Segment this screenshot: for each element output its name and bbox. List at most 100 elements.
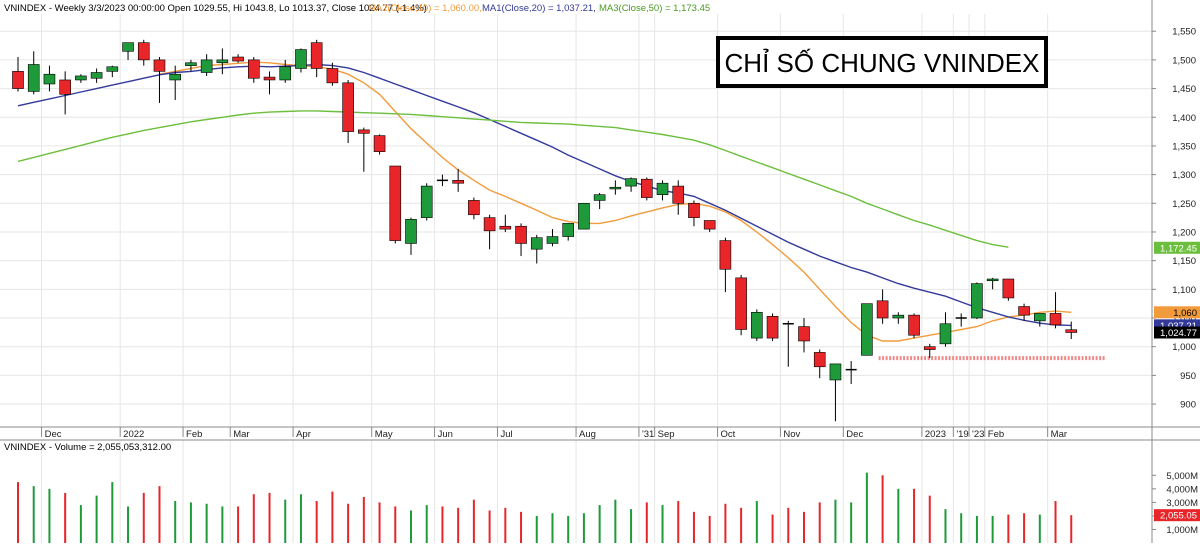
volume-tick-label: 4,000M: [1166, 484, 1198, 495]
time-tick-label: 2023: [925, 429, 946, 440]
candle-up: [185, 62, 197, 66]
candle-up: [829, 363, 842, 381]
candle-down: [703, 220, 716, 230]
candle-down: [12, 71, 24, 89]
candle-down: [1018, 306, 1030, 316]
time-tick-label: 2022: [123, 429, 144, 440]
candle-up: [216, 59, 229, 64]
price-tick-label: 1,300: [1172, 170, 1196, 181]
candle-up: [90, 72, 103, 79]
last-value-label-text: 1,172.45: [1160, 243, 1197, 254]
candle-up: [1034, 313, 1046, 322]
last-value-label-bg: [1154, 306, 1200, 319]
candle-down: [59, 79, 71, 95]
chart-header: VNINDEX - Weekly 3/3/2023 00:00:00 Open …: [4, 3, 710, 453]
candle-up: [200, 59, 213, 73]
time-tick-label: Feb: [186, 429, 202, 440]
price-tick-label: 1,350: [1172, 141, 1196, 152]
volume-last-value-label: 2,055.05: [1154, 509, 1200, 522]
candle-up: [986, 278, 999, 282]
time-tick-label: Oct: [721, 429, 736, 440]
price-tick-label: 1,050: [1172, 314, 1196, 325]
candle-down: [153, 59, 166, 72]
time-tick-label: Nov: [783, 429, 800, 440]
time-tick-label: Sep: [658, 429, 675, 440]
candle-up: [546, 236, 559, 244]
price-tick-label: 1,150: [1172, 256, 1196, 267]
price-tick-label: 1,500: [1172, 55, 1196, 66]
candle-up: [593, 194, 606, 201]
ma50-line: [17, 110, 1009, 248]
candle-up: [562, 223, 575, 237]
candle-down: [1065, 329, 1078, 333]
candle-down: [137, 42, 150, 61]
candles-layer: [12, 39, 1078, 422]
candle-down: [640, 178, 653, 198]
candle-up: [939, 323, 952, 345]
last-value-label-bg: [1154, 241, 1200, 254]
candle-down: [672, 185, 685, 204]
last-value-label-text: 1,060: [1173, 308, 1197, 319]
candle-up: [295, 49, 307, 69]
last-value-label: 1,024.77: [1154, 326, 1200, 339]
candle-down: [263, 76, 276, 81]
time-tick-label: Jul: [500, 429, 512, 440]
candle-down: [499, 225, 512, 230]
candle-up: [405, 219, 417, 244]
price-tick-label: 950: [1180, 371, 1196, 382]
time-tick-label: Dec: [846, 429, 863, 440]
candle-down: [389, 165, 402, 241]
title-box: CHỈ SỐ CHUNG VNINDEX: [716, 36, 1048, 88]
time-tick-label: Dec: [45, 429, 62, 440]
candle-up: [27, 64, 40, 92]
time-tick-label: Apr: [296, 429, 311, 440]
candle-up: [609, 186, 622, 190]
time-tick-label: May: [375, 429, 393, 440]
ma2-legend: MA2(Close,10) = 1,060.00,: [368, 3, 482, 14]
time-tick-label: Mar: [233, 429, 249, 440]
volume-info-text: VNINDEX - Volume = 2,055,053,312.00: [4, 442, 171, 453]
candle-up: [861, 303, 873, 356]
time-tick-label: '31: [642, 429, 654, 440]
candle-up: [122, 42, 134, 52]
candle-up: [625, 178, 637, 187]
candle-up: [656, 182, 669, 195]
candle-down: [358, 129, 370, 134]
candle-up: [75, 75, 87, 81]
ma1-legend: MA1(Close,20) = 1,037.21,: [482, 3, 596, 14]
last-value-label-bg: [1154, 326, 1200, 339]
price-info-text: VNINDEX - Weekly 3/3/2023 00:00:00 Open …: [4, 3, 427, 14]
candle-up: [530, 237, 543, 250]
volume-tick-label: 1,000M: [1166, 525, 1198, 536]
candle-down: [908, 314, 920, 336]
candle-up: [971, 283, 983, 319]
time-tick-label: Feb: [988, 429, 1004, 440]
ma3-legend: MA3(Close,50) = 1,173.45: [599, 3, 710, 14]
ma20-line: [17, 63, 1072, 327]
volume-last-value-text: 2,055.05: [1160, 511, 1197, 522]
time-tick-label: '23: [972, 429, 984, 440]
candle-down: [719, 240, 732, 270]
candle-down: [1002, 278, 1015, 299]
ma10-line: [159, 61, 1072, 342]
candle-down: [232, 56, 244, 62]
candle-down: [468, 200, 480, 216]
volume-last-value-bg: [1154, 509, 1200, 522]
candle-up: [420, 185, 433, 218]
grid-layer: [0, 14, 1152, 543]
candle-up: [892, 314, 905, 319]
price-tick-label: 1,100: [1172, 285, 1196, 296]
title-box-text: CHỈ SỐ CHUNG VNINDEX: [725, 48, 1040, 78]
last-value-label: 1,172.45: [1154, 241, 1200, 254]
price-tick-label: 1,000: [1172, 342, 1196, 353]
candle-down: [373, 135, 386, 152]
volume-tick-label: 5,000M: [1166, 471, 1198, 482]
candle-down: [798, 326, 810, 342]
title-box-frame: [716, 36, 1048, 88]
price-tick-label: 1,250: [1172, 199, 1196, 210]
volume-layer: [17, 472, 1073, 543]
candle-down: [735, 277, 747, 330]
candle-down: [688, 202, 700, 218]
